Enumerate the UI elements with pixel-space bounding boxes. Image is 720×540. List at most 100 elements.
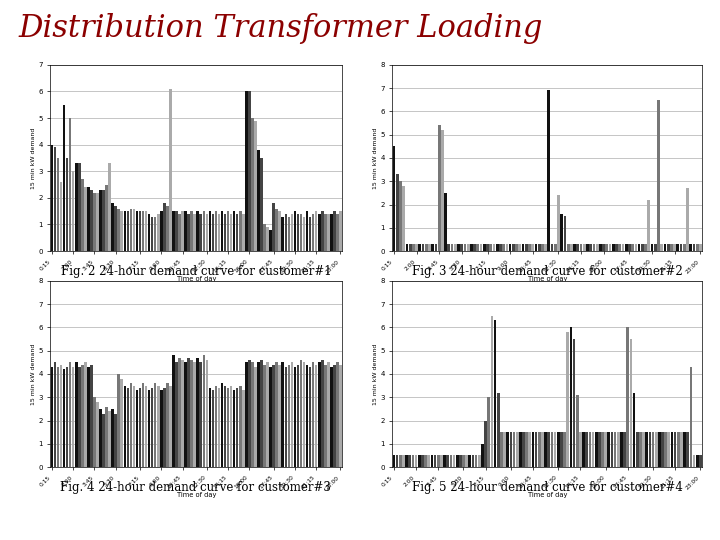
Bar xyxy=(667,432,670,467)
Bar xyxy=(324,214,327,251)
Bar xyxy=(197,357,199,467)
Bar xyxy=(63,105,66,251)
Bar xyxy=(655,432,657,467)
Bar xyxy=(483,244,486,251)
Bar xyxy=(163,203,166,251)
Bar xyxy=(626,327,629,467)
Bar xyxy=(187,214,190,251)
Bar xyxy=(573,244,576,251)
Bar xyxy=(583,244,585,251)
Bar xyxy=(81,179,84,251)
Bar xyxy=(557,195,560,251)
Bar xyxy=(457,244,460,251)
Text: Fig. 3 24-hour demand curve for customer#2: Fig. 3 24-hour demand curve for customer… xyxy=(412,265,683,278)
Bar xyxy=(312,362,315,467)
Bar xyxy=(318,214,320,251)
Bar xyxy=(130,383,132,467)
Bar xyxy=(112,409,114,467)
Bar xyxy=(197,211,199,251)
Bar xyxy=(179,214,181,251)
Bar xyxy=(284,214,287,251)
Bar xyxy=(408,455,411,467)
Bar xyxy=(291,214,293,251)
Bar xyxy=(205,214,208,251)
Bar xyxy=(446,455,449,467)
Bar xyxy=(567,332,569,467)
Bar xyxy=(474,455,477,467)
Bar xyxy=(148,390,150,467)
Text: IOWA STATE UNIVERSITY: IOWA STATE UNIVERSITY xyxy=(13,511,238,525)
Bar xyxy=(534,244,537,251)
Bar xyxy=(251,118,253,251)
Bar xyxy=(677,244,679,251)
Bar xyxy=(453,455,455,467)
Bar xyxy=(613,432,616,467)
Bar xyxy=(580,244,582,251)
Bar xyxy=(297,214,300,251)
Bar xyxy=(499,244,502,251)
Bar xyxy=(625,244,628,251)
Bar xyxy=(87,187,90,251)
Bar xyxy=(487,397,490,467)
Bar xyxy=(582,432,585,467)
Bar xyxy=(279,364,281,467)
Bar xyxy=(215,211,217,251)
Bar xyxy=(151,217,153,251)
Bar xyxy=(418,455,420,467)
Bar xyxy=(481,444,484,467)
Bar xyxy=(169,89,171,251)
Bar xyxy=(560,432,563,467)
Bar xyxy=(194,214,196,251)
Bar xyxy=(179,357,181,467)
Bar xyxy=(649,432,651,467)
Bar xyxy=(392,146,395,251)
Bar xyxy=(699,455,702,467)
Bar xyxy=(693,244,696,251)
Bar xyxy=(190,211,193,251)
Bar xyxy=(239,386,241,467)
Bar xyxy=(396,174,399,251)
Bar xyxy=(601,432,604,467)
Bar xyxy=(251,362,253,467)
Bar xyxy=(500,432,503,467)
Bar xyxy=(405,244,408,251)
Bar xyxy=(647,200,650,251)
Bar xyxy=(160,390,163,467)
Bar xyxy=(686,188,689,251)
Bar xyxy=(266,227,269,251)
Bar xyxy=(233,211,235,251)
Bar xyxy=(236,214,238,251)
Bar xyxy=(306,211,308,251)
Bar xyxy=(132,386,135,467)
Bar xyxy=(114,414,117,467)
Bar xyxy=(154,383,156,467)
Bar xyxy=(586,244,589,251)
Bar xyxy=(437,455,439,467)
Bar xyxy=(431,455,433,467)
Bar xyxy=(402,455,405,467)
Bar xyxy=(428,244,431,251)
Bar xyxy=(99,409,102,467)
Bar xyxy=(658,432,661,467)
Bar xyxy=(154,217,156,251)
Bar xyxy=(478,455,481,467)
Bar xyxy=(276,362,278,467)
Bar xyxy=(217,388,220,467)
Bar xyxy=(505,244,508,251)
Bar xyxy=(66,367,68,467)
Bar xyxy=(460,244,463,251)
Bar xyxy=(108,411,111,467)
Bar xyxy=(309,367,311,467)
Bar xyxy=(421,455,424,467)
Bar xyxy=(151,388,153,467)
Bar xyxy=(199,362,202,467)
Bar xyxy=(628,244,631,251)
Bar xyxy=(102,190,105,251)
Bar xyxy=(202,355,205,467)
Bar xyxy=(686,432,689,467)
Bar xyxy=(257,362,260,467)
Bar xyxy=(266,362,269,467)
Y-axis label: 15 min kW demand: 15 min kW demand xyxy=(31,127,36,188)
Bar xyxy=(642,432,645,467)
Bar xyxy=(160,211,163,251)
